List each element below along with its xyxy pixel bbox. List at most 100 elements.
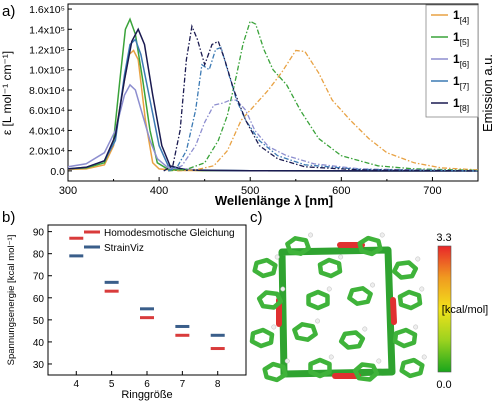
panel-b-y-axis-label: Spannungsenergie [kcal mol⁻¹] <box>6 235 17 366</box>
colorbar-min-label: 0.0 <box>436 379 451 391</box>
x-tick-label: 4 <box>74 379 80 390</box>
colorbar-max-label: 3.3 <box>436 232 451 244</box>
panel-a-plot-frame <box>67 3 479 182</box>
emission-line-5 <box>168 20 479 172</box>
hydrogen-atom <box>274 254 280 260</box>
emission-line-8 <box>163 23 479 172</box>
panel-a-label: a) <box>2 3 15 20</box>
absorption-line-5 <box>67 17 479 172</box>
absorption-curves <box>67 17 479 172</box>
phenyl-ring <box>391 260 419 280</box>
panel-a-legend <box>425 4 479 118</box>
phenyl-ring <box>306 289 330 311</box>
legend-entry: 1[6] <box>453 52 469 69</box>
y-tick-label: 6.0x10⁴ <box>29 105 65 117</box>
x-tick-label: 8 <box>215 379 221 390</box>
panel-a-x-axis-label: Wellenlänge λ [nm] <box>215 193 333 208</box>
hydrogen-atom <box>415 256 421 262</box>
strain-molecule-render <box>249 232 427 383</box>
phenyl-ring <box>317 257 343 279</box>
y-tick-label: 50 <box>33 316 45 327</box>
phenyl-ring <box>308 357 332 379</box>
panel-a: a) 300 400 500 600 700 0.0 2.0x10⁴ 4.0x10⁴ 6.0x1… <box>0 3 495 208</box>
legend-entry: 1[7] <box>453 74 469 91</box>
y-tick-label: 30 <box>33 360 45 371</box>
hydrogen-atom <box>280 286 286 292</box>
strained-bond-right <box>390 297 397 325</box>
phenyl-ring <box>249 327 275 349</box>
emission-line-4 <box>177 49 479 172</box>
macrocycle-backbone <box>278 246 396 378</box>
panel-b-x-axis-label: Ringgröße <box>121 389 172 401</box>
y-tick-label: 0.0 <box>50 166 65 178</box>
emission-curves <box>163 20 479 172</box>
legend-entry: 1[5] <box>453 30 469 47</box>
panel-a-y-axis-label: ε [L mol⁻¹ cm⁻¹] <box>0 51 14 135</box>
emission-line-7 <box>167 46 479 172</box>
panel-a-emission-axis-label: Emission a.u. <box>480 54 495 132</box>
hydrogen-atom <box>419 286 425 292</box>
phenyl-ring <box>285 236 311 256</box>
x-tick-label: 500 <box>241 185 259 197</box>
hydrogen-atom <box>308 232 314 238</box>
absorption-line-8 <box>67 27 479 172</box>
hydrogen-atom <box>328 354 334 360</box>
y-tick-label: 1.2x10⁵ <box>29 45 65 57</box>
y-tick-label: 70 <box>33 272 45 283</box>
y-tick-label: 2.0x10⁴ <box>29 146 65 158</box>
hydrogen-atom <box>284 358 290 364</box>
panel-a-axes: 300 400 500 600 700 0.0 2.0x10⁴ 4.0x10⁴ 6.0x10⁴ 8… <box>29 4 479 197</box>
phenyl-ring <box>392 327 418 349</box>
y-tick-label: 1.6x10⁵ <box>29 4 65 16</box>
hydrogen-atom <box>421 354 427 360</box>
phenyl-ring <box>256 290 284 310</box>
panel-b-axes: 4 5 6 7 8 30 40 50 60 70 80 90 <box>33 228 221 390</box>
phenyl-ring <box>347 286 373 306</box>
y-tick-label: 8.0x10⁴ <box>29 85 65 97</box>
panel-b-plot-frame <box>47 224 247 376</box>
x-tick-label: 400 <box>150 185 168 197</box>
legend-entry: StrainViz <box>104 243 144 254</box>
y-tick-label: 4.0x10⁴ <box>29 125 65 137</box>
y-tick-label: 90 <box>33 228 45 239</box>
x-tick-label: 300 <box>59 185 77 197</box>
hydrogen-atom <box>271 324 277 330</box>
legend-entry: 1[8] <box>453 96 469 113</box>
colorbar <box>437 245 452 373</box>
hydrogen-atom <box>315 318 321 324</box>
hydrogen-atom <box>376 358 382 364</box>
colorbar-unit-label: [kcal/mol] <box>442 304 488 316</box>
panel-b: b) 4 5 6 7 8 30 40 50 60 70 80 90 Ringgröße Spannun… <box>2 209 247 401</box>
phenyl-ring <box>399 357 425 379</box>
panel-c-label: c) <box>250 209 263 226</box>
y-tick-label: 1.4x10⁵ <box>29 24 65 36</box>
hydrogen-atom <box>326 286 332 292</box>
phenyl-ring <box>252 257 278 279</box>
panel-b-label: b) <box>2 209 15 226</box>
phenyl-ring <box>262 361 288 383</box>
y-tick-label: 80 <box>33 250 45 261</box>
hydrogen-atom <box>370 282 376 288</box>
y-tick-label: 60 <box>33 294 45 305</box>
absorption-line-6 <box>67 83 479 172</box>
y-tick-label: 40 <box>33 338 45 349</box>
legend-entry: Homodesmotische Gleichung <box>104 228 235 239</box>
phenyl-ring <box>357 235 383 257</box>
phenyl-ring <box>352 362 380 382</box>
y-tick-label: 1.0x10⁵ <box>29 65 65 77</box>
x-tick-label: 6 <box>144 379 150 390</box>
phenyl-ring <box>338 330 366 350</box>
panel-c: c) 3.3 0.0 [kcal/mol] <box>249 209 488 391</box>
x-tick-label: 7 <box>180 379 186 390</box>
hydrogen-atom <box>362 326 368 332</box>
x-tick-label: 5 <box>109 379 115 390</box>
hydrogen-atom <box>338 254 344 260</box>
phenyl-ring <box>397 289 423 311</box>
panel-b-marks <box>69 236 225 351</box>
hydrogen-atom <box>413 324 419 330</box>
hydrogen-atom <box>379 232 385 238</box>
x-tick-label: 700 <box>423 185 441 197</box>
phenyl-ring <box>292 322 318 342</box>
x-tick-label: 600 <box>332 185 350 197</box>
